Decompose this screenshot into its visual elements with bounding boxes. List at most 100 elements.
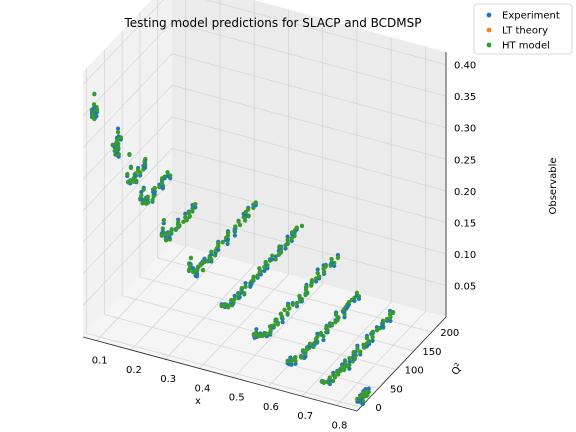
legend-label: Experiment bbox=[502, 11, 560, 22]
point-ht-model bbox=[267, 324, 273, 329]
legend: Experiment LT theory HT model bbox=[473, 3, 573, 55]
point-ht-model bbox=[152, 186, 157, 191]
z-tick-label: 0.35 bbox=[454, 92, 476, 103]
grid-z-left bbox=[82, 211, 173, 306]
grid-z-back bbox=[171, 21, 447, 97]
point-experiment bbox=[115, 126, 121, 131]
point-ht-model bbox=[91, 102, 97, 107]
grid-z-back bbox=[171, 211, 447, 286]
point-ht-model bbox=[294, 301, 300, 306]
point-experiment bbox=[332, 263, 337, 269]
point-ht-model bbox=[290, 302, 295, 307]
grid-z-left bbox=[82, 116, 173, 212]
point-ht-model bbox=[115, 130, 121, 135]
point-experiment bbox=[258, 272, 263, 277]
point-ht-model bbox=[165, 170, 170, 175]
z-tick-label: 0.40 bbox=[454, 61, 476, 72]
chart-title: Testing model predictions for SLACP and … bbox=[123, 16, 421, 30]
point-ht-model bbox=[391, 310, 396, 315]
point-experiment bbox=[142, 165, 148, 170]
point-ht-model bbox=[340, 365, 345, 370]
point-ht-model bbox=[183, 215, 188, 220]
point-ht-model bbox=[186, 211, 191, 216]
point-experiment bbox=[190, 266, 196, 271]
point-ht-model bbox=[347, 356, 352, 361]
point-ht-model bbox=[219, 303, 224, 308]
point-experiment bbox=[314, 279, 319, 284]
point-ht-model bbox=[241, 215, 246, 220]
point-experiment bbox=[287, 362, 292, 367]
point-ht-model bbox=[133, 171, 138, 176]
point-ht-model bbox=[118, 135, 123, 140]
point-experiment bbox=[202, 256, 207, 261]
point-ht-model bbox=[354, 290, 359, 295]
z-axis-label: Observable bbox=[548, 157, 559, 214]
point-experiment bbox=[347, 359, 352, 364]
grid-z-left bbox=[82, 148, 173, 243]
point-ht-model bbox=[314, 276, 319, 281]
point-ht-model bbox=[181, 219, 186, 224]
point-ht-model bbox=[351, 350, 356, 355]
point-ht-model bbox=[126, 179, 131, 184]
grid-z-left bbox=[82, 0, 164, 85]
point-ht-model bbox=[246, 207, 251, 212]
point-experiment bbox=[193, 205, 198, 210]
point-ht-model bbox=[206, 258, 211, 263]
point-ht-model bbox=[127, 152, 132, 157]
point-ht-model bbox=[315, 334, 320, 339]
legend-label: LT theory bbox=[502, 26, 548, 37]
point-ht-model bbox=[380, 318, 386, 323]
point-ht-model bbox=[128, 165, 134, 170]
point-ht-model bbox=[257, 266, 262, 271]
point-ht-model bbox=[160, 226, 165, 231]
point-ht-model bbox=[150, 197, 155, 203]
point-ht-model bbox=[263, 260, 268, 265]
floor-pane bbox=[83, 243, 446, 411]
grid-x-floor bbox=[199, 274, 289, 369]
point-ht-model bbox=[336, 315, 341, 321]
grid-x-floor bbox=[336, 311, 426, 406]
x-axis-label: x bbox=[195, 396, 201, 407]
point-ht-model bbox=[200, 267, 206, 273]
point-ht-model bbox=[92, 92, 97, 97]
y-tick-label: 150 bbox=[422, 347, 441, 358]
point-ht-model bbox=[277, 244, 282, 249]
point-ht-model bbox=[361, 342, 366, 348]
point-ht-model bbox=[370, 329, 375, 334]
grid-z-left bbox=[82, 53, 173, 148]
point-experiment bbox=[321, 337, 326, 343]
point-experiment bbox=[358, 399, 363, 405]
point-ht-model bbox=[202, 259, 207, 264]
point-ht-model bbox=[270, 253, 275, 258]
point-experiment bbox=[176, 217, 181, 222]
point-ht-model bbox=[307, 341, 313, 346]
point-experiment bbox=[183, 211, 188, 216]
point-ht-model bbox=[355, 346, 360, 351]
point-experiment bbox=[315, 331, 320, 336]
x-tick-label: 0.5 bbox=[229, 393, 245, 404]
point-experiment bbox=[366, 386, 371, 391]
point-ht-model bbox=[366, 390, 371, 395]
point-ht-model bbox=[364, 336, 370, 341]
point-experiment bbox=[254, 327, 259, 332]
point-ht-model bbox=[335, 255, 341, 260]
point-ht-model bbox=[384, 316, 390, 322]
point-experiment bbox=[347, 366, 352, 371]
point-experiment bbox=[388, 318, 393, 324]
legend-marker bbox=[486, 12, 492, 18]
x-tick-label: 0.1 bbox=[92, 356, 108, 367]
point-experiment bbox=[165, 173, 170, 179]
point-ht-model bbox=[169, 227, 174, 233]
point-ht-model bbox=[330, 378, 336, 384]
point-ht-model bbox=[358, 349, 363, 354]
z-tick-label: 0.05 bbox=[454, 281, 476, 292]
point-ht-model bbox=[338, 368, 343, 374]
point-experiment bbox=[139, 189, 144, 195]
y-axis-line bbox=[356, 316, 447, 412]
point-ht-model bbox=[274, 317, 279, 322]
left-wall bbox=[83, 0, 172, 337]
grid-x-floor bbox=[267, 292, 358, 388]
x-tick-label: 0.6 bbox=[263, 402, 279, 413]
point-experiment bbox=[232, 293, 237, 298]
point-ht-model bbox=[237, 222, 243, 228]
